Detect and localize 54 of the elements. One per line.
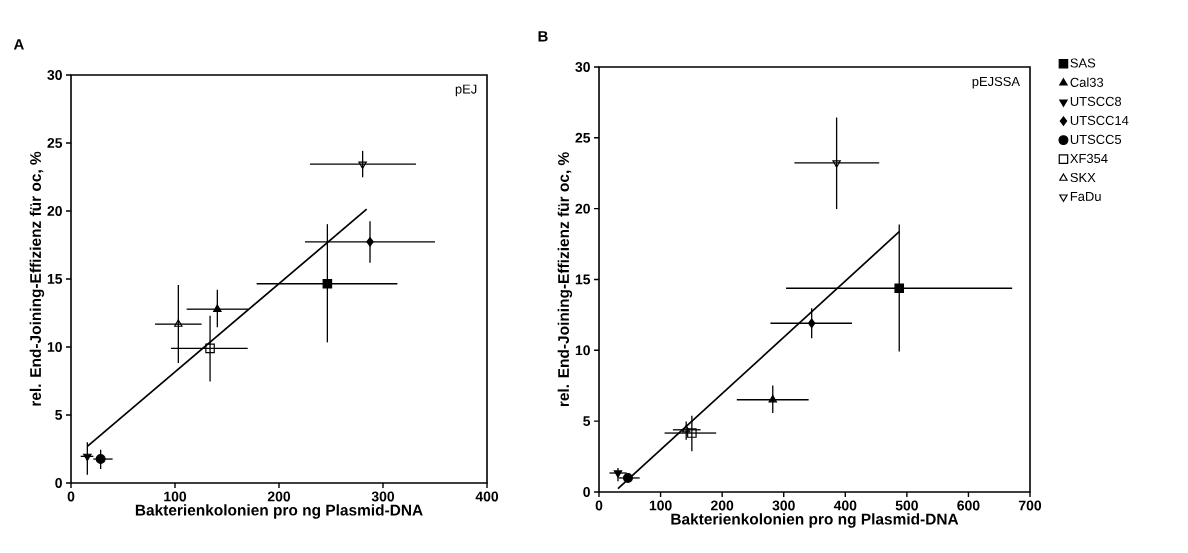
legend-label: FaDu	[1070, 191, 1101, 201]
x-axis-title: Bakterienkolonien pro ng Plasmid-DNA	[135, 504, 423, 519]
x-tick-label: 100	[649, 500, 672, 511]
point	[358, 161, 367, 169]
y-tick-label: 5	[55, 410, 63, 420]
y-tick-label: 20	[47, 206, 62, 216]
x-tick-label: 400	[475, 491, 499, 502]
chart-title: A	[13, 39, 24, 50]
legend-label: SKX	[1070, 172, 1096, 183]
legend-label: XF354	[1070, 153, 1108, 164]
point	[322, 278, 333, 289]
y-tick-label: 30	[575, 62, 590, 72]
x-tick-label: 400	[833, 500, 857, 511]
legend-label: Cal33	[1070, 77, 1104, 87]
point	[213, 304, 222, 312]
point	[622, 472, 633, 483]
point	[832, 160, 841, 168]
y-tick-label: 15	[575, 274, 591, 285]
x-tick-label: 0	[67, 491, 75, 502]
y-tick-label: 15	[47, 274, 63, 284]
x-tick-label: 300	[772, 500, 795, 511]
x-tick-label: 0	[595, 500, 603, 511]
point	[205, 343, 215, 354]
y-tick-label: 5	[583, 416, 591, 427]
legend-label: SAS	[1070, 58, 1096, 68]
annotation: pEJ	[455, 84, 477, 97]
x-tick-label: 200	[267, 491, 291, 502]
point	[366, 237, 374, 247]
point	[768, 394, 777, 403]
y-tick-label: 10	[47, 342, 62, 352]
point	[807, 318, 816, 329]
annotation: pEJSSA	[972, 76, 1020, 89]
y-tick-label: 10	[575, 345, 590, 356]
y-tick-label: 0	[55, 478, 62, 488]
legend-label: UTSCC5	[1070, 134, 1122, 145]
y-tick-label: 30	[47, 70, 62, 80]
point	[174, 319, 183, 327]
legend-label: UTSCC8	[1070, 96, 1122, 106]
point	[681, 424, 691, 433]
y-axis-title: rel. End-Joining-Effizienz für oc, %	[29, 151, 45, 406]
x-tick-label: 600	[957, 500, 980, 511]
x-tick-label: 200	[711, 500, 734, 511]
y-tick-label: 25	[47, 138, 63, 148]
x-tick-label: 700	[1018, 500, 1042, 511]
x-axis-title: Bakterienkolonien pro ng Plasmid-DNA	[671, 513, 959, 528]
x-tick-label: 100	[164, 491, 187, 502]
chart-title: B	[538, 31, 548, 42]
y-axis-title: rel. End-Joining-Effizienz für oc, %	[557, 152, 573, 407]
legend-label: UTSCC14	[1070, 115, 1129, 125]
point	[894, 283, 905, 294]
y-tick-label: 20	[575, 203, 590, 214]
x-tick-label: 500	[895, 500, 918, 511]
y-tick-label: 25	[575, 132, 591, 143]
x-tick-label: 300	[371, 491, 395, 502]
